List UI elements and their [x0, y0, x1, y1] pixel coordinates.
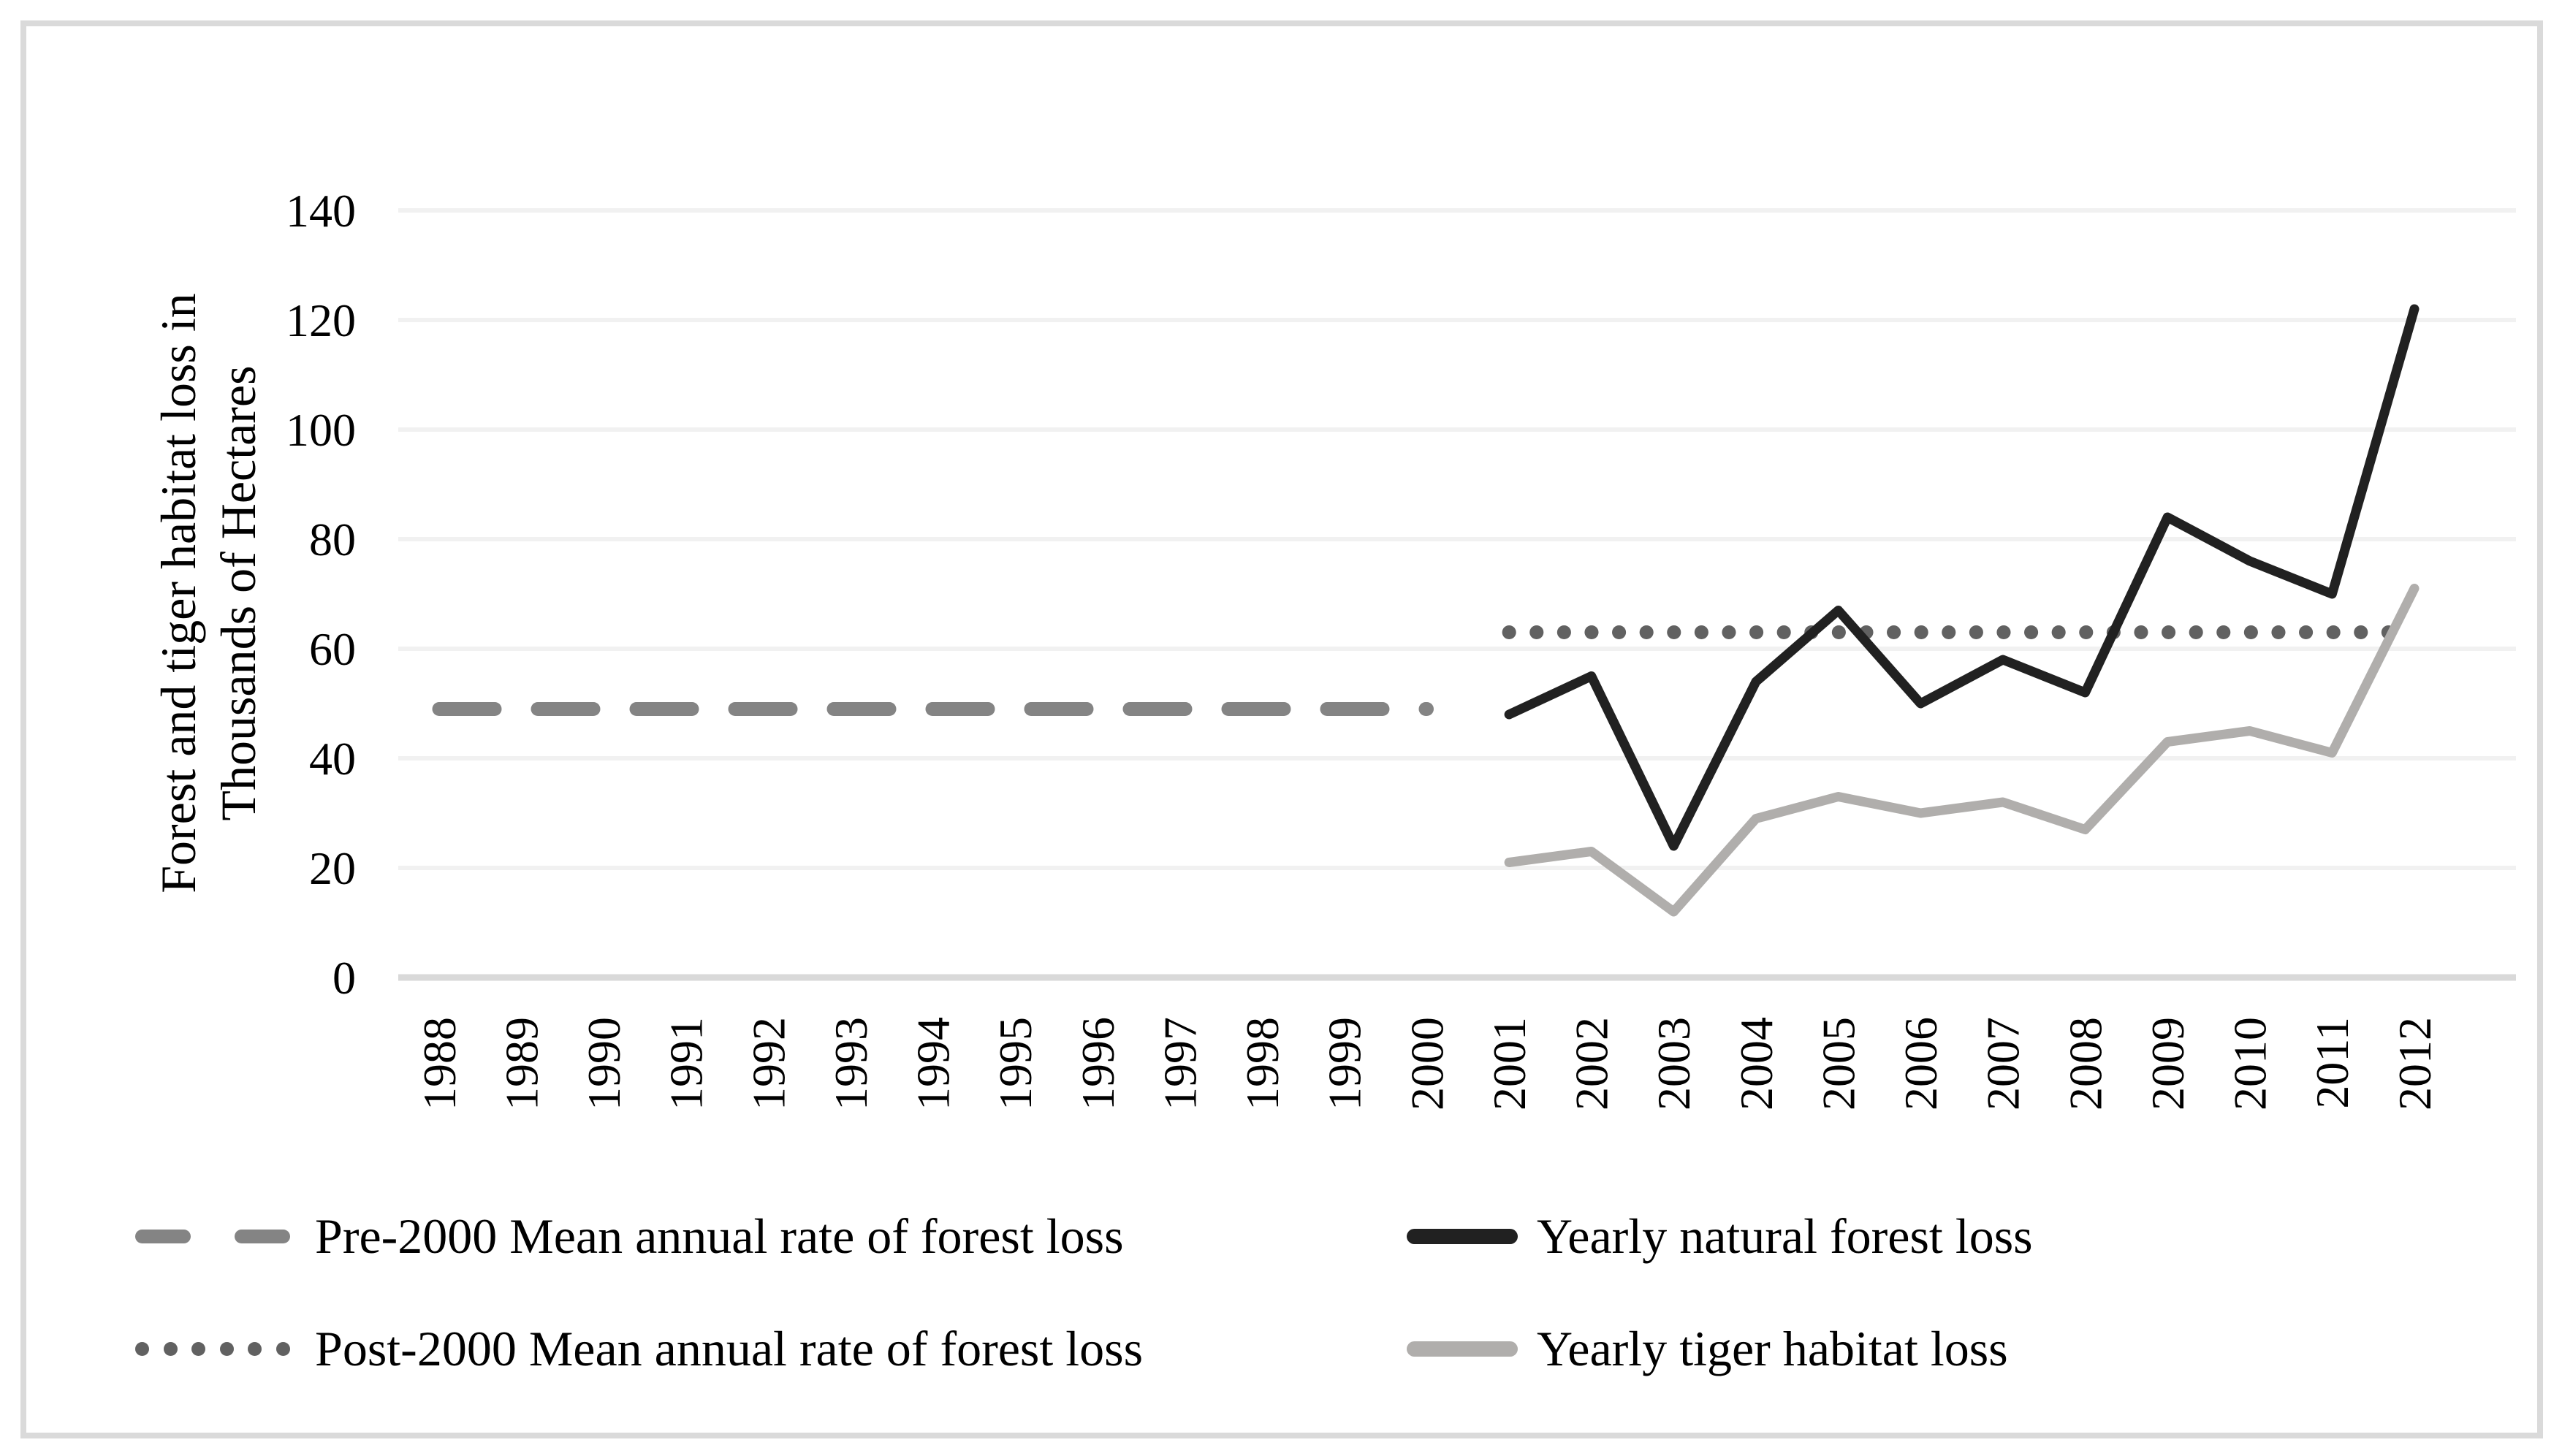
x-tick-label: 1994	[908, 1017, 959, 1110]
x-tick-label: 2007	[1977, 1017, 2029, 1110]
series-line-solid-tiger	[1504, 584, 2420, 917]
y-tick-label: 140	[286, 185, 356, 237]
x-tick-label: 1998	[1236, 1017, 1288, 1110]
x-tick-label: 1989	[495, 1017, 547, 1110]
legend-item-tiger: Yearly tiger habitat loss	[1407, 1308, 2008, 1389]
x-tick-label: 2011	[2306, 1017, 2358, 1109]
x-tick-label: 2002	[1566, 1017, 1618, 1110]
legend-label: Pre-2000 Mean annual rate of forest loss	[315, 1208, 1124, 1264]
y-tick-label: 0	[332, 952, 356, 1004]
x-tick-label: 1992	[742, 1017, 794, 1110]
x-tick-label: 2004	[1730, 1017, 1782, 1110]
y-axis-title-line1: Forest and tiger habitat loss in	[151, 293, 206, 893]
y-tick-label: 80	[309, 514, 356, 565]
legend-item-pre2000: Pre-2000 Mean annual rate of forest loss	[135, 1196, 1124, 1276]
x-tick-label: 2009	[2142, 1017, 2194, 1110]
x-tick-label: 2003	[1648, 1017, 1700, 1110]
y-tick-label: 100	[286, 404, 356, 456]
y-tick-label: 40	[309, 733, 356, 785]
legend-dashed-line-sample	[135, 1229, 290, 1243]
y-axis-title-line2: Thousands of Hectares	[210, 365, 266, 821]
legend-item-natural: Yearly natural forest loss	[1407, 1196, 2033, 1276]
x-tick-label: 1995	[989, 1017, 1041, 1110]
x-tick-label: 1990	[578, 1017, 630, 1110]
x-tick-label: 2012	[2389, 1017, 2441, 1110]
x-tick-label: 2005	[1812, 1017, 1864, 1110]
legend-item-post2000: Post-2000 Mean annual rate of forest los…	[135, 1308, 1143, 1389]
x-tick-label: 1993	[825, 1017, 877, 1110]
legend-solid-light-line-sample	[1407, 1341, 1518, 1357]
figure-border	[20, 20, 2543, 1438]
y-axis-title: Forest and tiger habitat loss in Thousan…	[148, 82, 268, 1105]
x-tick-label: 2010	[2224, 1017, 2276, 1110]
legend-solid-dark-line-sample	[1407, 1228, 1518, 1244]
x-tick-label: 2000	[1401, 1017, 1453, 1110]
series-line-solid-natural	[1504, 304, 2420, 851]
x-tick-label: 1996	[1072, 1017, 1124, 1110]
x-tick-label: 2008	[2059, 1017, 2111, 1110]
x-tick-label: 1997	[1154, 1017, 1206, 1110]
y-tick-label: 20	[309, 842, 356, 894]
legend-label: Yearly natural forest loss	[1537, 1208, 2033, 1264]
legend-label: Yearly tiger habitat loss	[1537, 1320, 2008, 1376]
y-tick-label: 120	[286, 294, 356, 346]
x-tick-label: 1999	[1319, 1017, 1371, 1110]
x-tick-label: 2001	[1483, 1017, 1535, 1110]
y-tick-label: 60	[309, 623, 356, 675]
legend-dotted-line-sample	[135, 1341, 290, 1356]
legend-label: Post-2000 Mean annual rate of forest los…	[315, 1320, 1144, 1376]
x-tick-label: 2006	[1895, 1017, 1947, 1110]
x-tick-label: 1991	[661, 1017, 712, 1110]
x-tick-label: 1988	[414, 1017, 465, 1110]
